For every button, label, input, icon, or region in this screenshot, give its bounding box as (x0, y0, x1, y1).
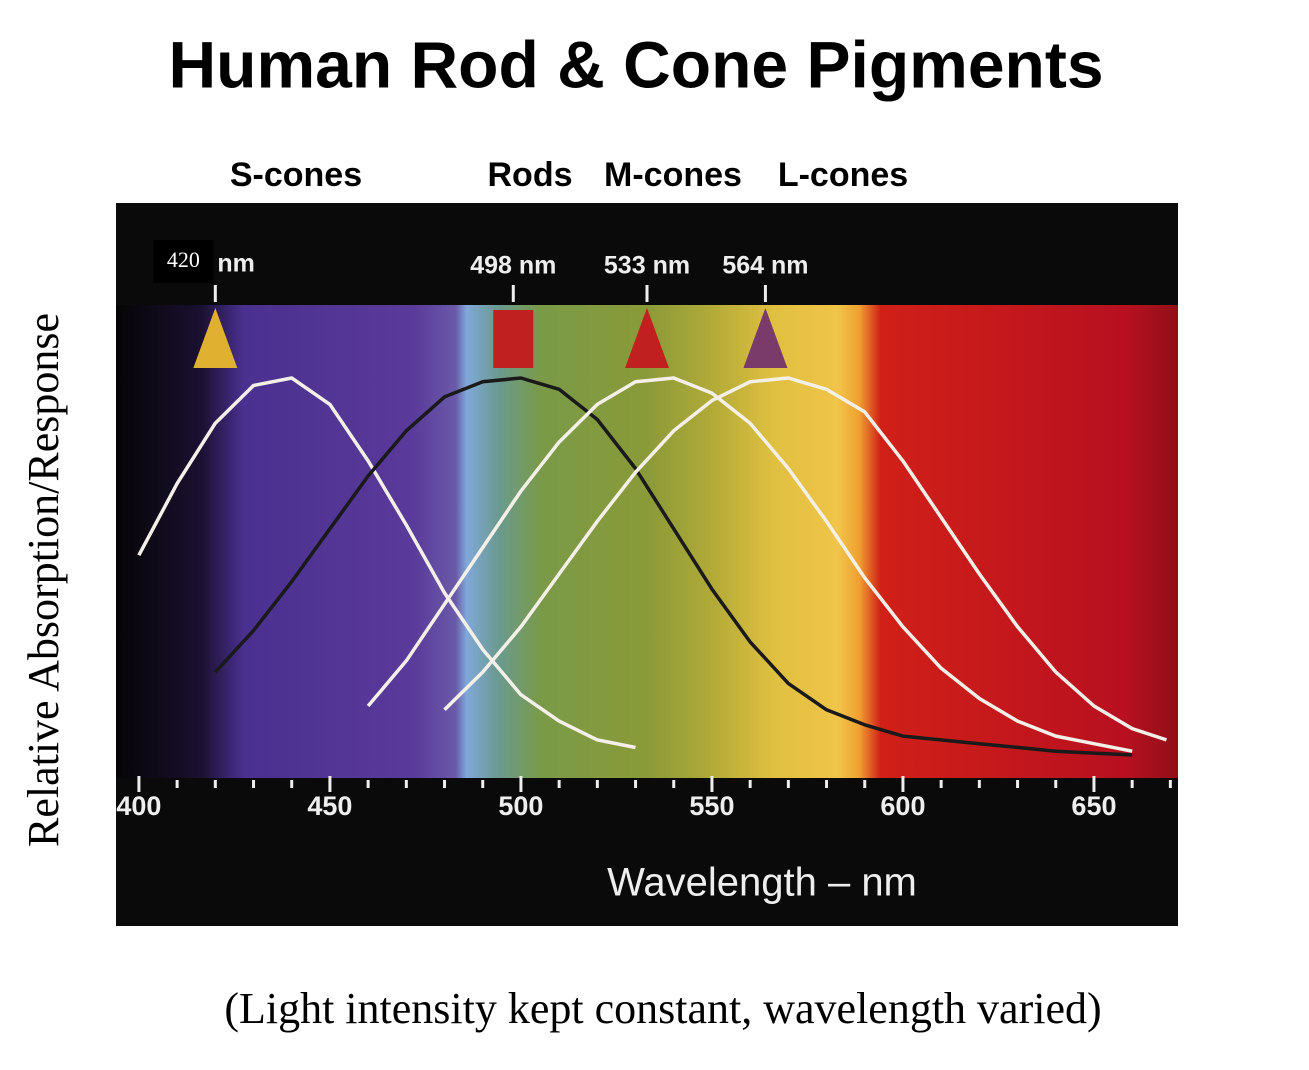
peak-marker (493, 310, 534, 368)
x-tick-label: 550 (689, 791, 734, 821)
label-box (153, 240, 214, 283)
x-tick-label: 600 (880, 791, 925, 821)
curve (214, 376, 1133, 757)
y-axis-label: Relative Absorption/Response (19, 313, 68, 847)
peak-label: 564 nm (722, 252, 808, 280)
curve (366, 376, 1133, 753)
curve (137, 376, 636, 750)
series-label: L-cones (778, 156, 908, 194)
title: Human Rod & Cone Pigments (168, 27, 1103, 101)
peak-label: 420 (167, 247, 200, 272)
series-label: Rods (488, 156, 573, 194)
series-label: M-cones (604, 156, 742, 194)
curve (443, 376, 1168, 742)
x-tick-label: 500 (498, 791, 543, 821)
x-tick-label: 450 (307, 791, 352, 821)
peak-label: 533 nm (604, 252, 690, 280)
peak-suffix: nm (217, 250, 255, 278)
x-tick-label: 650 (1071, 791, 1116, 821)
peak-marker (625, 308, 669, 368)
x-axis-label: Wavelength – nm (607, 861, 917, 905)
spectrum-band (116, 305, 1178, 778)
peak-marker (193, 308, 238, 368)
series-label: S-cones (230, 156, 362, 194)
caption: (Light intensity kept constant, waveleng… (224, 984, 1101, 1033)
peak-marker (743, 308, 788, 368)
peak-label: 498 nm (470, 252, 556, 280)
x-tick-label: 400 (116, 791, 161, 821)
